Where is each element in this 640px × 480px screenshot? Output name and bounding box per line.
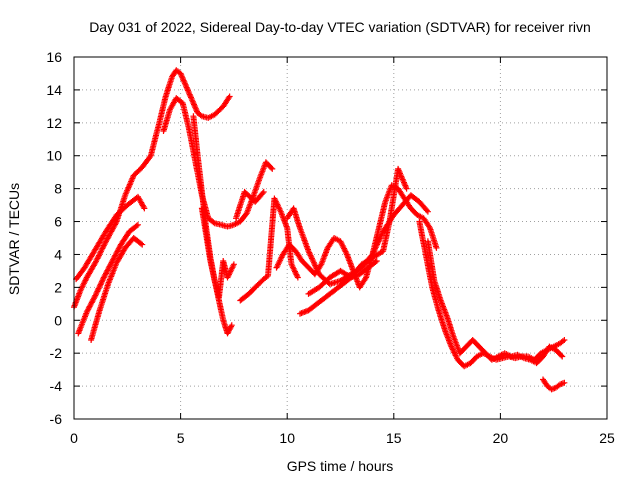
data-point bbox=[268, 164, 275, 171]
series-trace-c bbox=[75, 221, 141, 337]
data-point bbox=[269, 165, 276, 172]
series-trace-b bbox=[73, 193, 148, 283]
data-points bbox=[71, 67, 568, 393]
data-point bbox=[228, 322, 235, 329]
data-point bbox=[141, 205, 148, 212]
data-point bbox=[134, 221, 141, 228]
data-point bbox=[259, 190, 266, 197]
plot-frame bbox=[73, 56, 608, 420]
grid-lines bbox=[74, 57, 607, 419]
data-point bbox=[424, 208, 431, 215]
data-point bbox=[373, 258, 380, 265]
data-point bbox=[260, 188, 267, 195]
x-tick-label: 0 bbox=[70, 430, 78, 446]
data-point bbox=[561, 337, 568, 344]
series-trace-m bbox=[305, 165, 410, 297]
data-point bbox=[561, 379, 568, 386]
data-point bbox=[88, 299, 95, 306]
y-tick-label: 4 bbox=[54, 246, 62, 262]
data-point bbox=[403, 185, 410, 192]
y-tick-label: 8 bbox=[54, 181, 62, 197]
y-tick-label: 10 bbox=[46, 148, 62, 164]
tick-labels: 0 5 10 15 20 25 -6 -4 -2 0 2 4 6 8 10 12 14 16 bbox=[46, 49, 615, 446]
data-point bbox=[372, 259, 379, 265]
x-axis-title: GPS time / hours bbox=[287, 458, 394, 474]
x-tick-label: 5 bbox=[177, 430, 185, 446]
data-point bbox=[102, 271, 109, 278]
series-trace-e bbox=[160, 95, 276, 230]
data-point bbox=[83, 309, 90, 315]
x-tick-label: 15 bbox=[386, 430, 402, 446]
series-trace-f bbox=[190, 113, 235, 337]
data-point bbox=[230, 261, 237, 268]
y-tick-label: 2 bbox=[54, 279, 62, 295]
x-tick-label: 25 bbox=[599, 430, 615, 446]
y-tick-label: -2 bbox=[50, 345, 63, 361]
y-tick-label: 14 bbox=[46, 82, 62, 98]
series-trace-g bbox=[198, 205, 237, 301]
data-point bbox=[228, 323, 235, 330]
y-tick-label: 6 bbox=[54, 214, 62, 230]
x-tick-label: 20 bbox=[493, 430, 509, 446]
data-point bbox=[96, 282, 103, 289]
y-tick-label: -4 bbox=[50, 378, 63, 394]
chart-title: Day 031 of 2022, Sidereal Day-to-day VTE… bbox=[89, 19, 591, 35]
y-tick-label: 16 bbox=[46, 49, 62, 65]
series-trace-o bbox=[424, 238, 566, 367]
x-tick-label: 10 bbox=[279, 430, 295, 446]
data-point bbox=[133, 222, 140, 229]
series-trace-a bbox=[71, 67, 233, 311]
data-point bbox=[226, 93, 233, 100]
series-trace-d bbox=[88, 235, 146, 343]
data-point bbox=[138, 240, 144, 247]
data-point bbox=[423, 207, 430, 214]
y-tick-label: 0 bbox=[54, 312, 62, 328]
y-tick-label: -6 bbox=[50, 411, 63, 427]
data-point bbox=[294, 274, 301, 281]
series-trace-h bbox=[237, 195, 301, 304]
y-tick-label: 12 bbox=[46, 115, 62, 131]
series-trace-i bbox=[233, 188, 267, 222]
axes bbox=[73, 56, 608, 420]
data-point bbox=[433, 244, 440, 251]
data-point bbox=[558, 352, 565, 359]
series-trace-p bbox=[540, 376, 568, 393]
y-axis-title: SDTVAR / TECUs bbox=[6, 183, 22, 295]
data-point bbox=[559, 353, 566, 360]
data-point bbox=[139, 241, 146, 248]
